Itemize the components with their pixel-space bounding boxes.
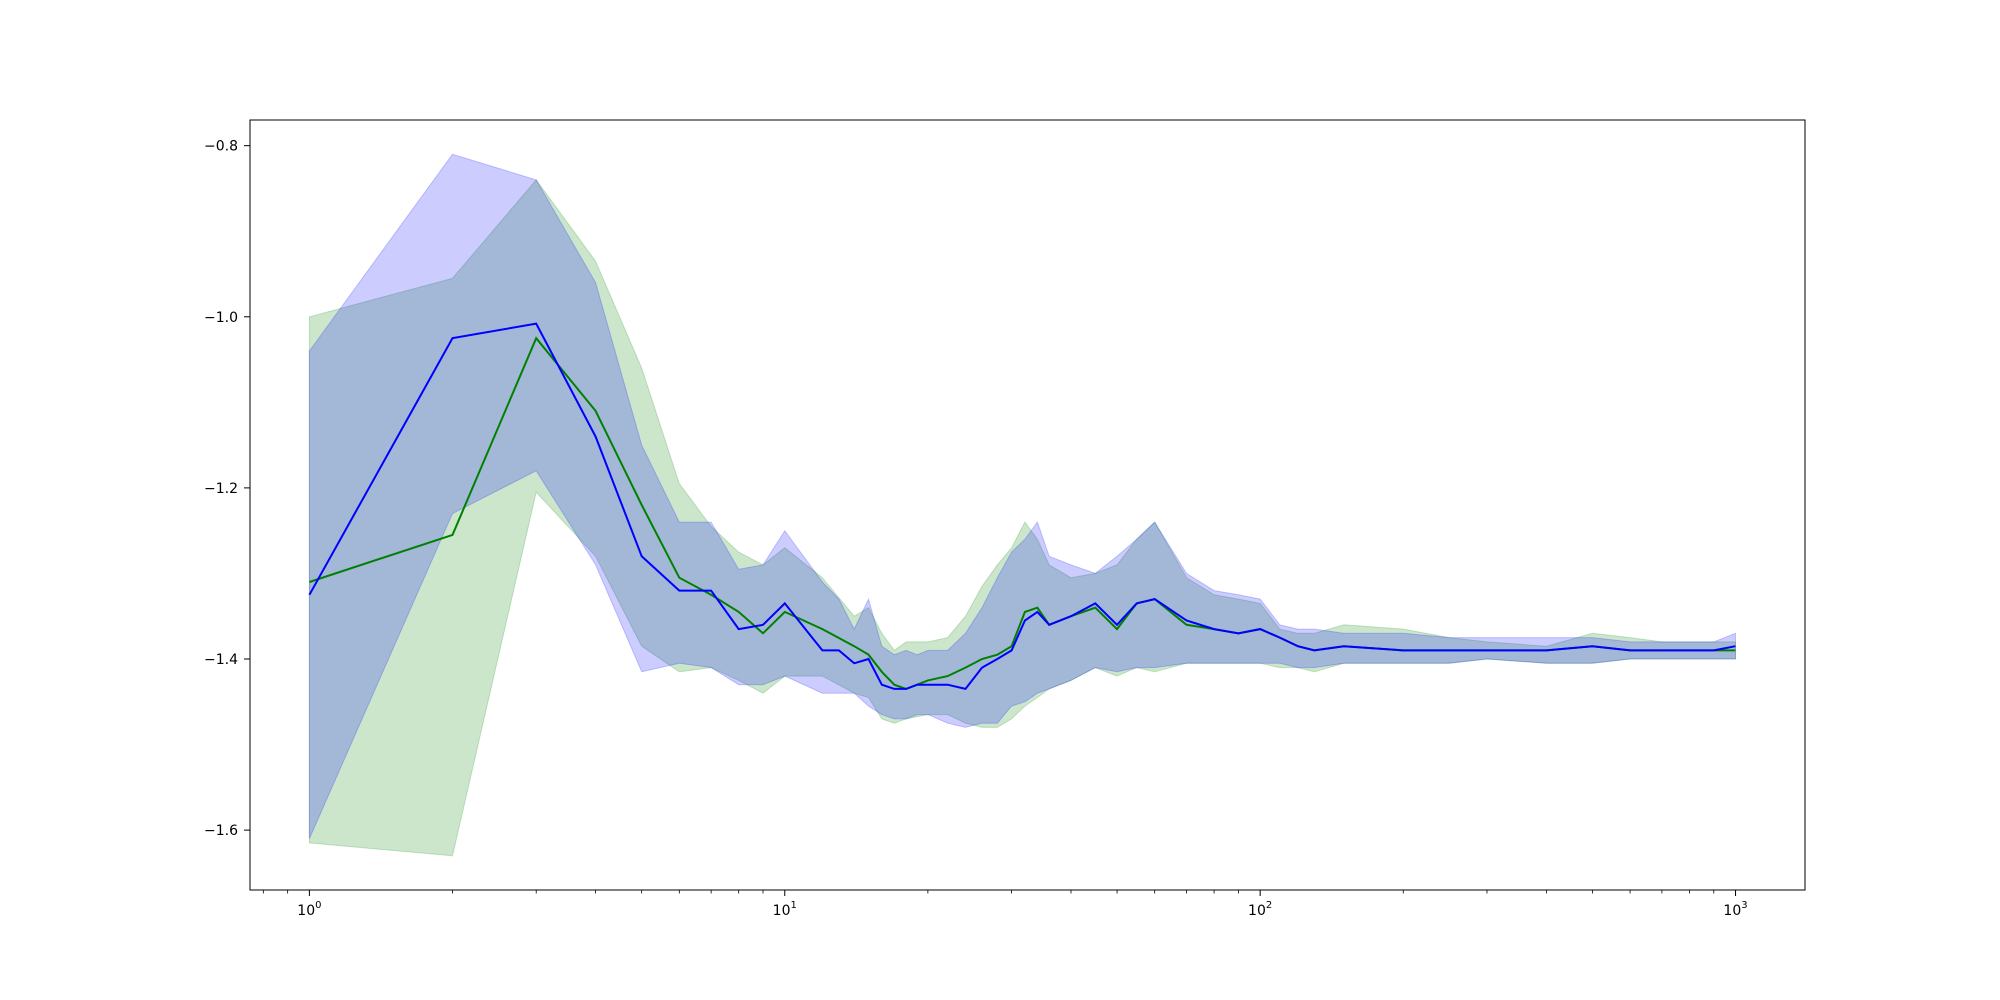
x-tick-label: 103 xyxy=(1723,900,1747,919)
y-tick-label: −1.2 xyxy=(204,481,238,497)
x-tick-label: 102 xyxy=(1248,900,1272,919)
series-0-band xyxy=(308,179,1736,857)
confidence-bands xyxy=(308,153,1736,857)
x-tick-label: 101 xyxy=(773,900,797,919)
y-tick-label: −1.0 xyxy=(204,310,238,326)
plot-frame xyxy=(249,119,1806,891)
series-1-line xyxy=(308,322,1736,691)
y-tick-label: −1.6 xyxy=(204,823,238,839)
x-axis: 100 101 102 103 xyxy=(262,890,1748,919)
y-tick-label: −0.8 xyxy=(204,139,238,155)
x-tick-label: 100 xyxy=(297,900,321,919)
y-tick-label: −1.4 xyxy=(204,652,238,668)
series-lines xyxy=(308,322,1736,691)
y-axis: −0.8 −1.0 −1.2 −1.4 −1.6 xyxy=(204,139,250,839)
series-1-band xyxy=(308,153,1736,839)
